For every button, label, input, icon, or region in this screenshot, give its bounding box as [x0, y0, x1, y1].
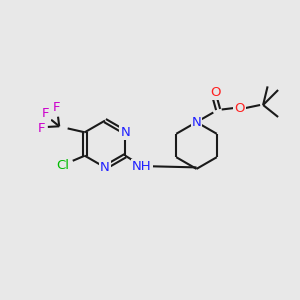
Text: F: F	[52, 101, 60, 114]
Text: N: N	[100, 161, 110, 174]
Text: F: F	[42, 107, 50, 120]
Text: NH: NH	[132, 160, 152, 173]
Text: Cl: Cl	[57, 159, 70, 172]
Text: N: N	[192, 116, 201, 129]
Text: N: N	[120, 126, 130, 139]
Text: O: O	[235, 101, 245, 115]
Text: F: F	[38, 122, 45, 135]
Text: O: O	[210, 86, 220, 99]
